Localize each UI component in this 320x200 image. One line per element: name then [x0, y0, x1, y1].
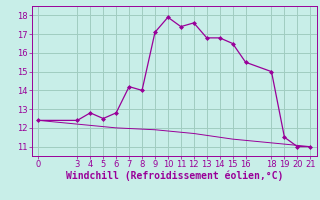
X-axis label: Windchill (Refroidissement éolien,°C): Windchill (Refroidissement éolien,°C): [66, 171, 283, 181]
